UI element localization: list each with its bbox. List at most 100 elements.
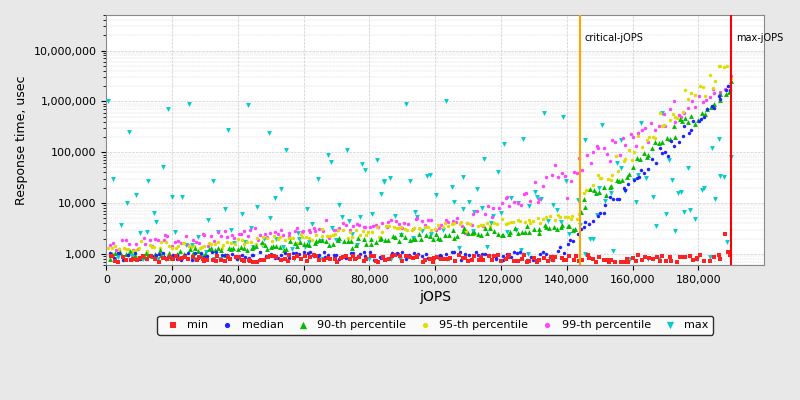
min — [364, 253, 377, 259]
min — [106, 253, 118, 260]
95-th percentile — [182, 242, 195, 249]
95-th percentile — [694, 83, 706, 90]
max — [389, 212, 402, 219]
90-th percentile — [358, 236, 370, 242]
min — [303, 254, 316, 260]
max — [142, 177, 154, 184]
max — [568, 228, 581, 234]
95-th percentile — [646, 134, 659, 140]
90-th percentile — [106, 251, 118, 258]
95-th percentile — [594, 174, 606, 181]
min — [126, 256, 139, 262]
90-th percentile — [691, 117, 704, 124]
median — [386, 249, 398, 256]
99-th percentile — [609, 139, 622, 146]
90-th percentile — [682, 119, 694, 125]
99-th percentile — [630, 143, 642, 150]
max — [150, 219, 162, 225]
95-th percentile — [357, 228, 370, 234]
90-th percentile — [462, 229, 475, 236]
95-th percentile — [655, 123, 668, 129]
90-th percentile — [448, 235, 461, 241]
99-th percentile — [353, 222, 366, 229]
max — [378, 179, 390, 185]
min — [555, 255, 568, 262]
min — [441, 255, 454, 262]
min — [714, 256, 726, 262]
95-th percentile — [586, 182, 599, 188]
90-th percentile — [538, 222, 551, 228]
median — [483, 252, 496, 258]
median — [429, 254, 442, 261]
max — [109, 256, 122, 262]
90-th percentile — [134, 255, 147, 261]
95-th percentile — [241, 239, 254, 246]
min — [530, 258, 543, 265]
95-th percentile — [578, 190, 590, 196]
90-th percentile — [432, 234, 445, 241]
Text: max-jOPS: max-jOPS — [736, 33, 783, 43]
median — [441, 255, 454, 262]
95-th percentile — [126, 248, 139, 254]
max — [706, 145, 718, 151]
max — [126, 253, 139, 260]
90-th percentile — [713, 91, 726, 97]
95-th percentile — [540, 214, 553, 220]
90-th percentile — [598, 184, 610, 191]
99-th percentile — [689, 104, 702, 110]
min — [474, 254, 487, 260]
median — [530, 256, 543, 263]
90-th percentile — [556, 222, 569, 228]
95-th percentile — [256, 234, 269, 240]
90-th percentile — [562, 223, 574, 229]
95-th percentile — [654, 110, 666, 117]
95-th percentile — [194, 244, 206, 251]
max — [721, 239, 734, 246]
95-th percentile — [518, 219, 531, 226]
99-th percentile — [486, 204, 499, 211]
99-th percentile — [344, 227, 357, 233]
min — [307, 252, 320, 259]
90-th percentile — [426, 236, 439, 242]
median — [687, 118, 700, 124]
90-th percentile — [605, 183, 618, 189]
min — [660, 258, 673, 264]
median — [618, 185, 630, 191]
90-th percentile — [199, 250, 212, 257]
median — [448, 249, 461, 255]
99-th percentile — [570, 170, 583, 176]
min — [230, 254, 242, 260]
median — [170, 252, 183, 258]
min — [313, 256, 326, 263]
90-th percentile — [626, 164, 639, 170]
95-th percentile — [255, 241, 268, 248]
99-th percentile — [434, 222, 447, 228]
max — [140, 229, 153, 236]
95-th percentile — [669, 114, 682, 120]
median — [486, 252, 499, 258]
min — [290, 253, 303, 259]
max — [291, 230, 304, 236]
min — [238, 258, 251, 264]
Y-axis label: Response time, usec: Response time, usec — [15, 75, 28, 205]
median — [435, 253, 448, 259]
99-th percentile — [290, 224, 303, 231]
min — [210, 253, 223, 260]
min — [281, 258, 294, 264]
median — [656, 150, 669, 156]
median — [216, 252, 229, 258]
max — [607, 248, 620, 254]
min — [382, 256, 395, 262]
min — [618, 259, 630, 265]
90-th percentile — [652, 140, 665, 147]
99-th percentile — [333, 225, 346, 231]
95-th percentile — [537, 216, 550, 222]
min — [626, 255, 639, 262]
median — [446, 249, 459, 255]
99-th percentile — [208, 238, 221, 244]
median — [268, 255, 281, 262]
min — [141, 256, 154, 262]
90-th percentile — [412, 231, 425, 237]
min — [279, 256, 292, 262]
95-th percentile — [566, 213, 578, 219]
